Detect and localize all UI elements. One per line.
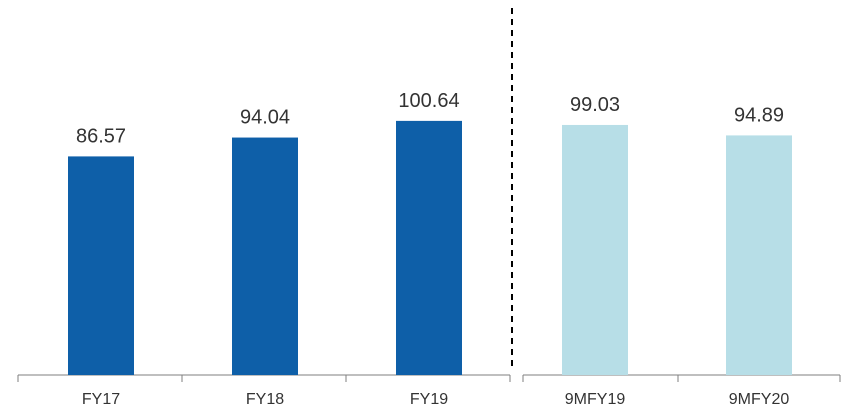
bar-fy18 xyxy=(232,137,298,375)
data-label: 94.89 xyxy=(734,104,784,126)
bar-9mfy20 xyxy=(726,135,792,375)
x-tick-label: FY17 xyxy=(82,391,120,408)
x-tick-label: FY19 xyxy=(410,391,448,408)
data-label: 86.57 xyxy=(76,125,126,147)
data-label: 99.03 xyxy=(570,94,620,116)
x-tick-label: 9MFY19 xyxy=(565,391,626,408)
bar-fy17 xyxy=(68,156,134,375)
x-tick-label: 9MFY20 xyxy=(729,391,790,408)
x-tick-label: FY18 xyxy=(246,391,284,408)
data-label: 94.04 xyxy=(240,107,290,129)
bar-fy19 xyxy=(396,120,462,375)
data-label: 100.64 xyxy=(398,90,459,112)
bar-9mfy19 xyxy=(562,124,628,375)
